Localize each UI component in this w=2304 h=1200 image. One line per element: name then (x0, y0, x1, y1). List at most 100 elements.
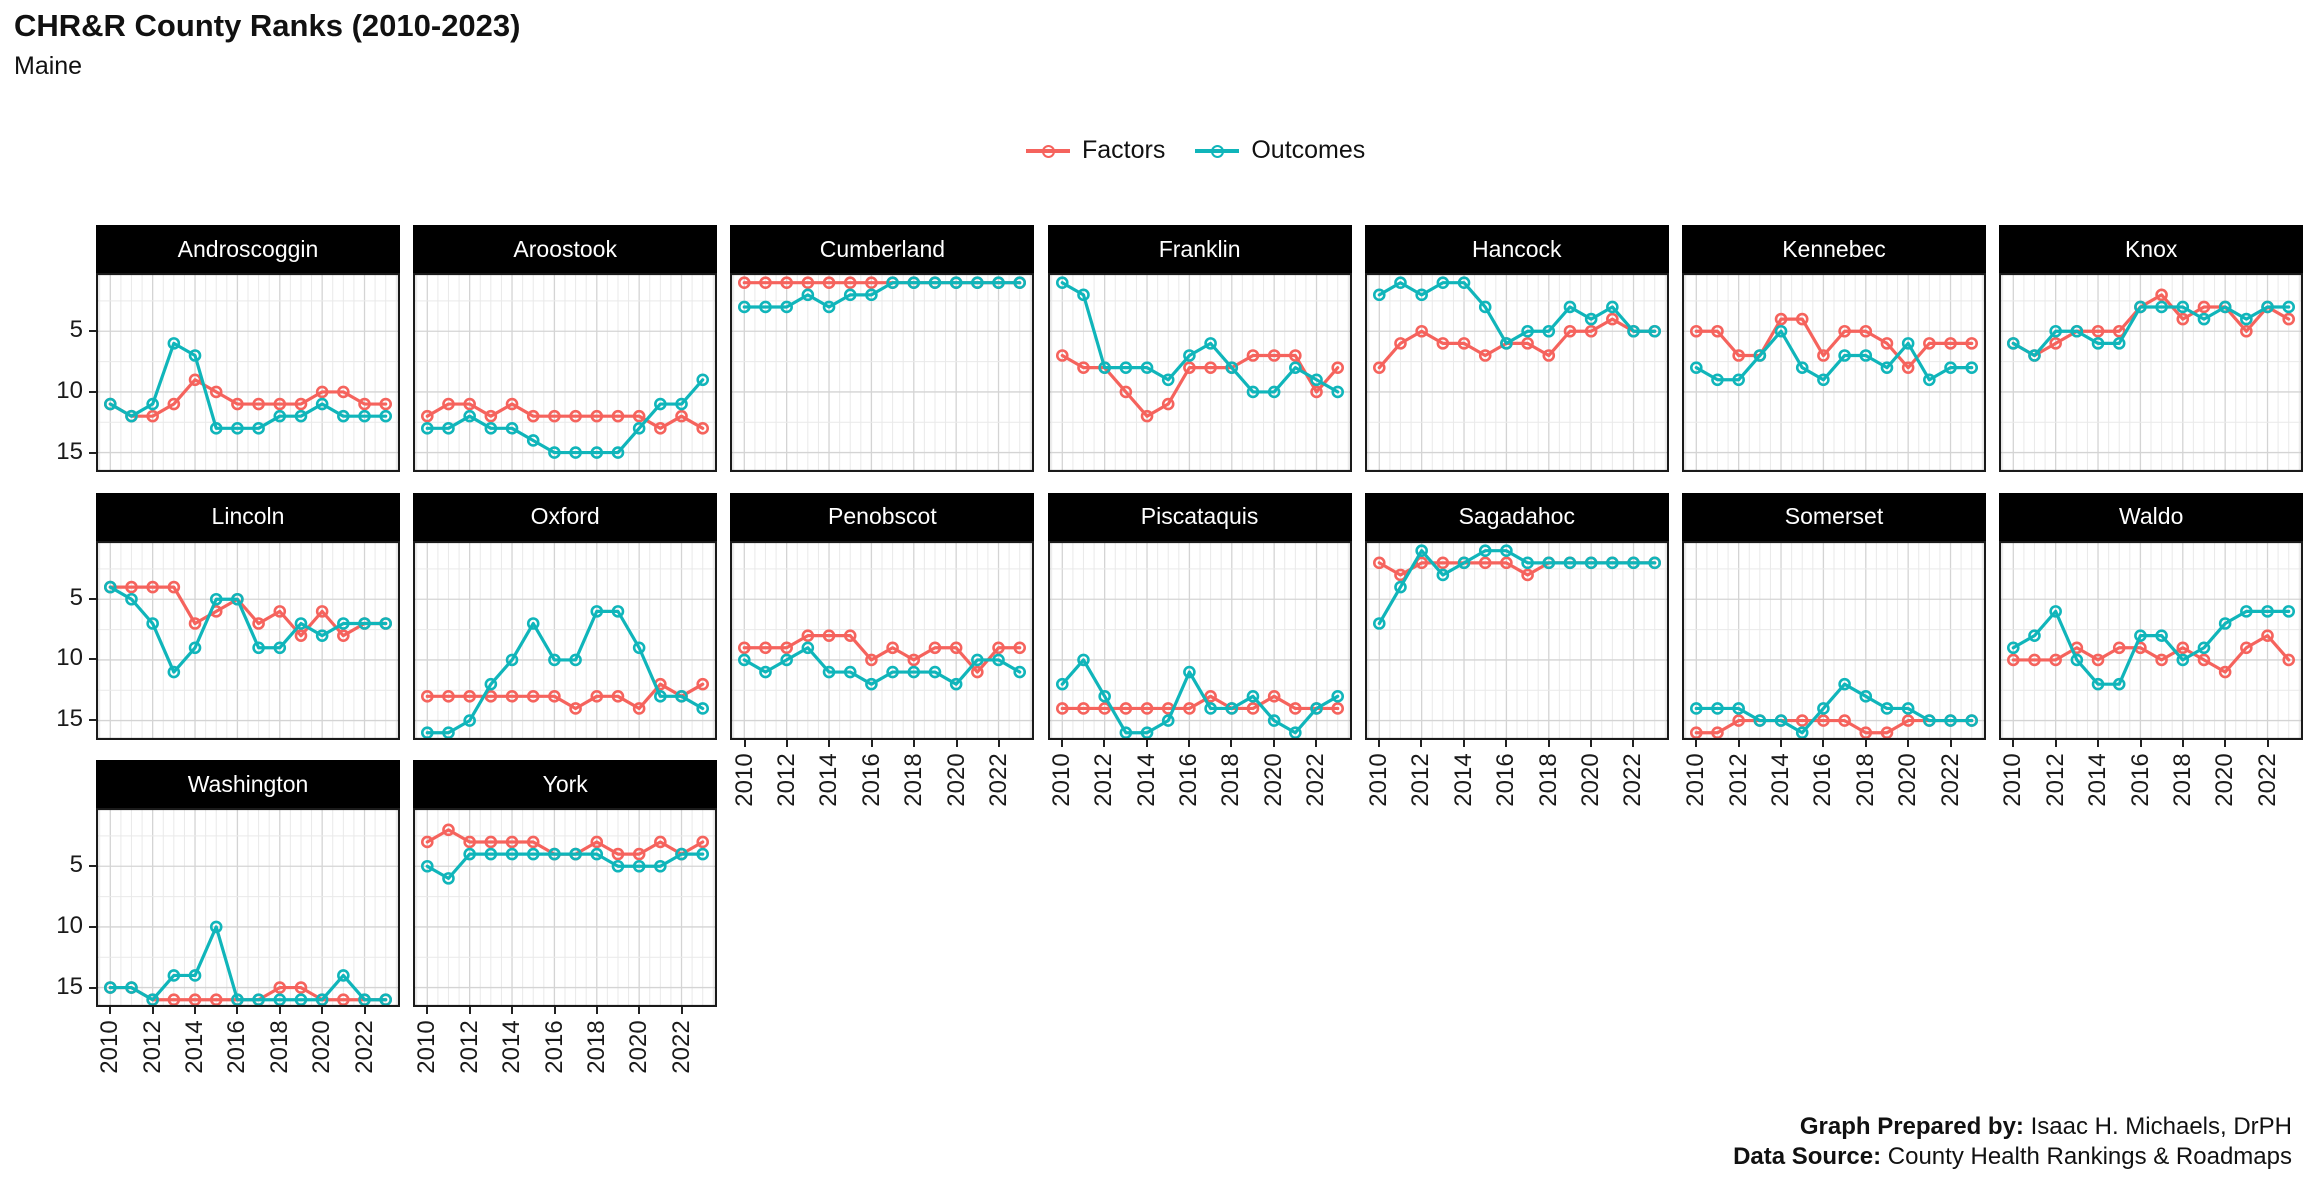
line-chart-somerset (1682, 540, 1986, 740)
legend-label-outcomes: Outcomes (1251, 136, 1366, 164)
facet-panel-lincoln: Lincoln (96, 492, 400, 740)
x-axis-tick (1822, 739, 1825, 747)
facet-panel-somerset: Somerset (1682, 492, 1986, 740)
x-tick-label: 2014 (181, 1020, 209, 1074)
x-axis-tick (2054, 739, 2057, 747)
facet-strip-label: Oxford (413, 492, 718, 541)
x-axis-tick (2097, 739, 2100, 747)
line-chart-sagadahoc (1364, 540, 1669, 740)
x-tick-label: 2012 (2041, 752, 2069, 807)
x-tick-label: 2012 (773, 752, 801, 807)
legend-item-outcomes: Outcomes (1195, 136, 1365, 165)
x-tick-label: 2014 (1132, 752, 1160, 807)
x-tick-label: 2018 (2168, 752, 2196, 807)
facet-panel-york: York (413, 760, 718, 1007)
x-tick-label: 2010 (1682, 752, 1710, 807)
x-tick-label: 2012 (455, 1020, 483, 1074)
facet-panel-knox: Knox (1999, 225, 2304, 472)
x-tick-label: 2022 (667, 1020, 695, 1074)
facet-strip-label: Washington (96, 760, 400, 808)
x-axis-tick (1695, 739, 1698, 747)
x-tick-label: 2014 (1767, 752, 1795, 807)
x-axis-tick (913, 739, 916, 747)
x-tick-label: 2018 (582, 1020, 610, 1074)
x-tick-label: 2018 (1534, 752, 1562, 807)
x-axis-tick (1315, 739, 1318, 747)
facet-strip-label: York (413, 760, 718, 808)
y-tick-label: 15 (56, 705, 83, 733)
y-axis-tick (89, 451, 96, 454)
facet-strip-label: Kennebec (1682, 225, 1986, 273)
x-axis-tick (1780, 739, 1783, 747)
line-chart-androscoggin (96, 273, 400, 472)
x-axis-tick (743, 739, 746, 747)
x-axis-tick (595, 1007, 598, 1014)
y-tick-label: 15 (56, 437, 83, 465)
x-tick-label: 2018 (265, 1020, 293, 1074)
y-tick-label: 5 (69, 583, 83, 611)
x-axis-tick (278, 1007, 281, 1014)
x-axis-tick (786, 739, 789, 747)
facet-panel-oxford: Oxford (413, 492, 718, 740)
y-axis-tick (89, 390, 96, 393)
x-tick-label: 2018 (900, 752, 928, 807)
y-tick-label: 5 (69, 316, 83, 344)
y-axis-tick (89, 865, 96, 868)
facet-panel-hancock: Hancock (1364, 225, 1669, 472)
legend-label-factors: Factors (1082, 136, 1166, 164)
x-tick-label: 2014 (2084, 752, 2112, 807)
x-axis-tick (151, 1007, 154, 1014)
x-axis-tick (870, 739, 873, 747)
x-axis-tick (1737, 739, 1740, 747)
y-axis-tick (89, 925, 96, 928)
facet-strip-label: Hancock (1364, 225, 1669, 273)
chart-subtitle: Maine (14, 52, 83, 80)
line-chart-piscataquis (1047, 540, 1352, 740)
facet-panel-androscoggin: Androscoggin (96, 225, 400, 472)
x-tick-label: 2010 (730, 752, 758, 807)
x-axis-tick (1505, 739, 1508, 747)
footer-prepared-by: Graph Prepared by: Isaac H. Michaels, Dr… (1799, 1113, 2292, 1140)
x-tick-label: 2012 (1090, 752, 1118, 807)
x-axis-tick (828, 739, 831, 747)
x-tick-label: 2020 (1576, 752, 1604, 807)
x-axis-tick (1589, 739, 1592, 747)
x-axis-tick (426, 1007, 429, 1014)
x-tick-label: 2022 (1302, 752, 1330, 807)
x-tick-label: 2022 (2253, 752, 2281, 807)
x-tick-label: 2016 (1492, 752, 1520, 807)
x-axis-tick (997, 739, 1000, 747)
x-axis-tick (1949, 739, 1952, 747)
facet-panel-penobscot: Penobscot (730, 492, 1035, 740)
facet-strip-label: Somerset (1682, 492, 1986, 541)
x-tick-label: 2010 (1999, 752, 2027, 807)
x-tick-label: 2020 (2211, 752, 2239, 807)
x-tick-label: 2010 (413, 1020, 441, 1074)
y-axis-tick (89, 658, 96, 661)
facet-strip-label: Aroostook (413, 225, 718, 273)
facet-panel-sagadahoc: Sagadahoc (1364, 492, 1669, 740)
x-tick-label: 2016 (223, 1020, 251, 1074)
y-axis-tick (89, 986, 96, 989)
x-axis-tick (109, 1007, 112, 1014)
x-tick-label: 2018 (1851, 752, 1879, 807)
line-chart-york (413, 808, 718, 1007)
x-tick-label: 2016 (2126, 752, 2154, 807)
x-tick-label: 2016 (857, 752, 885, 807)
y-axis-tick (89, 719, 96, 722)
outcomes-marker-icon (1195, 144, 1240, 158)
x-axis-tick (1907, 739, 1910, 747)
x-tick-label: 2012 (1407, 752, 1435, 807)
x-tick-label: 2010 (1365, 752, 1393, 807)
line-chart-oxford (413, 540, 718, 740)
y-axis-tick (89, 330, 96, 333)
x-axis-tick (2012, 739, 2015, 747)
line-chart-hancock (1364, 273, 1669, 472)
legend-item-factors: Factors (1026, 136, 1165, 165)
y-tick-label: 10 (56, 644, 83, 672)
chart-title: CHR&R County Ranks (2010-2023) (14, 8, 521, 43)
facet-panel-cumberland: Cumberland (730, 225, 1035, 472)
x-axis-tick (553, 1007, 556, 1014)
y-tick-label: 5 (69, 851, 83, 879)
